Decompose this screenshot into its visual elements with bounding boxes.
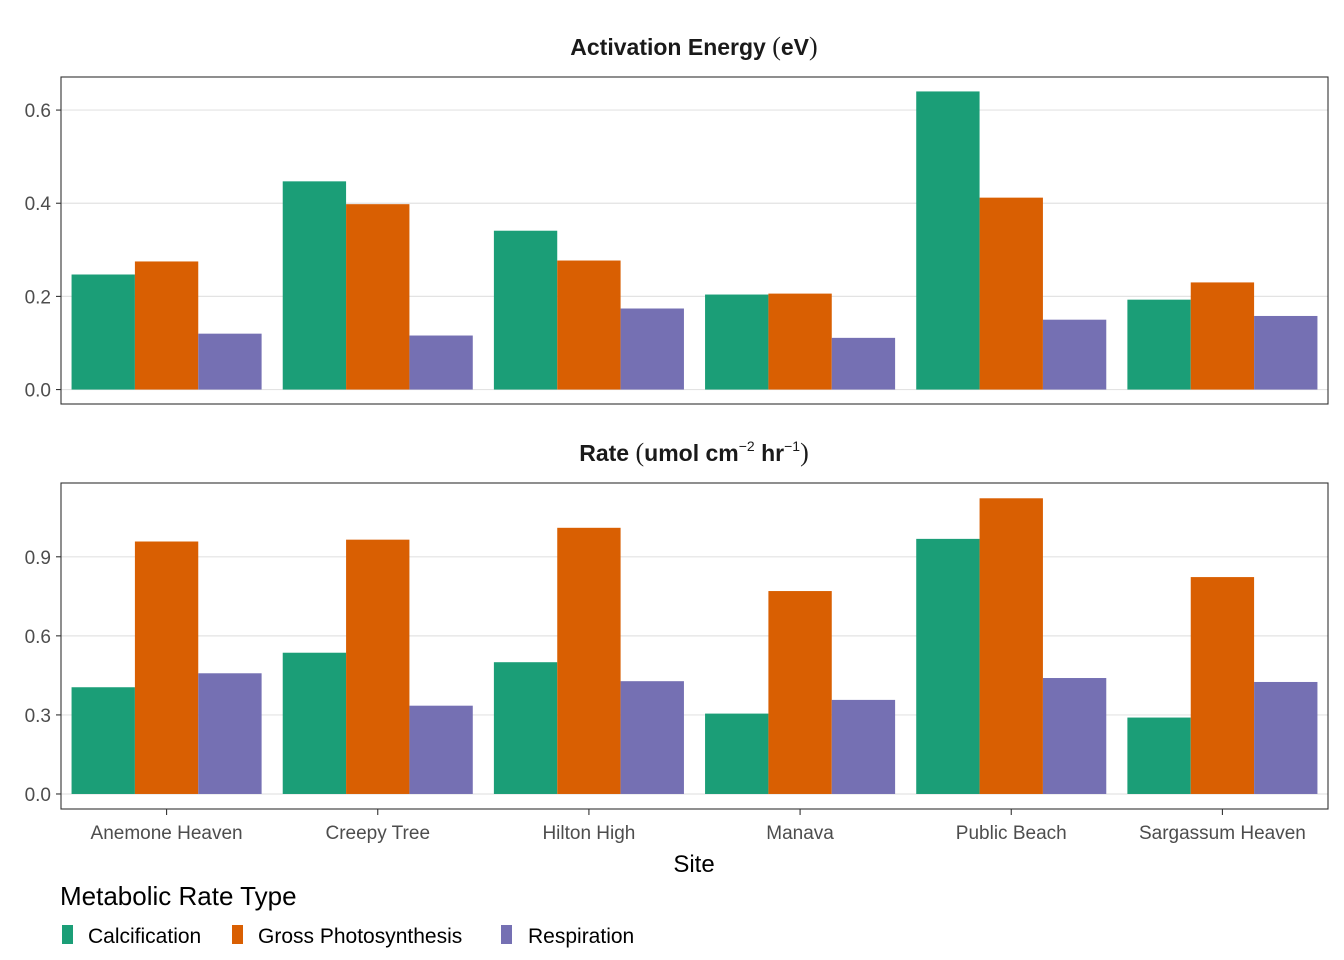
y-tick-label: 0.6	[25, 101, 51, 122]
panel-2-title-unit-base: umol cm	[644, 440, 739, 466]
bar-gross-photosynthesis-anemone-heaven	[134, 541, 199, 794]
bar-respiration-manava	[831, 699, 896, 794]
bar-gross-photosynthesis-sargassum-heaven	[1190, 577, 1255, 794]
bar-respiration-anemone-heaven	[198, 333, 262, 390]
panel-1-title-text: Activation Energy	[570, 34, 772, 60]
panel-2-title-open-paren: (	[636, 438, 645, 467]
x-tick-label-anemone-heaven: Anemone Heaven	[91, 823, 243, 844]
panel-border	[60, 482, 1329, 810]
bar-calcification-creepy-tree	[282, 181, 347, 390]
x-tick-label-public-beach: Public Beach	[956, 823, 1067, 844]
legend-label-calcification: Calcification	[88, 925, 201, 948]
x-axis-title: Site	[673, 851, 714, 878]
legend-title: Metabolic Rate Type	[60, 881, 297, 911]
bar-respiration-public-beach	[1042, 678, 1107, 794]
bar-calcification-creepy-tree	[282, 652, 347, 794]
bar-calcification-manava	[705, 294, 769, 390]
bar-gross-photosynthesis-sargassum-heaven	[1190, 282, 1255, 390]
y-tick-label: 0.0	[25, 381, 51, 402]
bar-gross-photosynthesis-hilton-high	[557, 260, 621, 390]
y-tick-label: 0.2	[25, 287, 51, 308]
bar-calcification-public-beach	[916, 538, 980, 794]
bar-calcification-hilton-high	[493, 662, 558, 794]
panel-1-title: Activation Energy (eV)	[570, 32, 817, 61]
panel-2-title-exp-1: −2	[739, 438, 755, 454]
bar-calcification-manava	[705, 713, 769, 794]
legend-label-respiration: Respiration	[528, 925, 634, 948]
panel-activation-energy: 0.0 0.2 0.4 0.6	[25, 76, 1329, 405]
x-axis: Anemone Heaven Creepy Tree Hilton High Mana…	[91, 809, 1306, 844]
y-tick-label: 0.0	[25, 785, 51, 806]
bar-respiration-hilton-high	[620, 681, 684, 794]
panel-2-title: Rate (umol cm−2 hr−1)	[579, 438, 809, 467]
bar-calcification-sargassum-heaven	[1127, 299, 1191, 390]
bar-respiration-hilton-high	[620, 308, 684, 390]
bar-gross-photosynthesis-manava	[768, 293, 832, 390]
x-tick-label-manava: Manava	[766, 823, 834, 844]
bar-respiration-manava	[831, 337, 896, 390]
y-tick-label: 0.3	[25, 706, 51, 727]
y-tick-label: 0.4	[25, 194, 52, 215]
bar-respiration-sargassum-heaven	[1254, 315, 1318, 390]
x-tick-label-hilton-high: Hilton High	[542, 823, 635, 844]
panel-2-title-close-paren: )	[800, 438, 809, 467]
bar-calcification-hilton-high	[493, 230, 558, 390]
bar-calcification-sargassum-heaven	[1127, 717, 1191, 794]
panel-2-title-unit-mid: hr	[755, 440, 784, 466]
bar-gross-photosynthesis-creepy-tree	[346, 204, 410, 390]
x-tick-label-sargassum-heaven: Sargassum Heaven	[1139, 823, 1306, 844]
bar-respiration-creepy-tree	[409, 705, 473, 794]
bar-gross-photosynthesis-hilton-high	[557, 527, 621, 794]
bar-calcification-anemone-heaven	[71, 274, 135, 390]
panel-1-title-close-paren: )	[809, 32, 818, 61]
panel-2-title-text: Rate	[579, 440, 635, 466]
bar-gross-photosynthesis-creepy-tree	[346, 539, 410, 794]
panel-2-title-exp-2: −1	[784, 438, 800, 454]
x-tick-label-creepy-tree: Creepy Tree	[325, 823, 430, 844]
bar-respiration-anemone-heaven	[198, 673, 262, 794]
bar-respiration-sargassum-heaven	[1254, 681, 1318, 794]
panel-border	[60, 76, 1329, 405]
bar-respiration-public-beach	[1042, 319, 1107, 390]
bar-calcification-anemone-heaven	[71, 687, 135, 794]
panel-1-title-unit: eV	[781, 34, 810, 60]
bar-gross-photosynthesis-anemone-heaven	[134, 261, 199, 390]
y-tick-label: 0.9	[25, 548, 51, 569]
legend: Metabolic Rate Type Calcification Gross …	[60, 881, 634, 948]
legend-swatch-respiration	[501, 925, 512, 944]
bar-gross-photosynthesis-manava	[768, 591, 832, 794]
bar-respiration-creepy-tree	[409, 335, 473, 390]
y-tick-label: 0.6	[25, 627, 51, 648]
legend-swatch-gross-photosynthesis	[232, 925, 243, 944]
bar-calcification-public-beach	[916, 91, 980, 390]
panel-1-title-open-paren: (	[772, 32, 781, 61]
legend-label-gross-photosynthesis: Gross Photosynthesis	[258, 925, 462, 948]
bar-gross-photosynthesis-public-beach	[979, 498, 1043, 794]
legend-swatch-calcification	[62, 925, 73, 944]
bar-gross-photosynthesis-public-beach	[979, 197, 1043, 390]
panel-rate: 0.0 0.3 0.6 0.9	[25, 482, 1329, 810]
